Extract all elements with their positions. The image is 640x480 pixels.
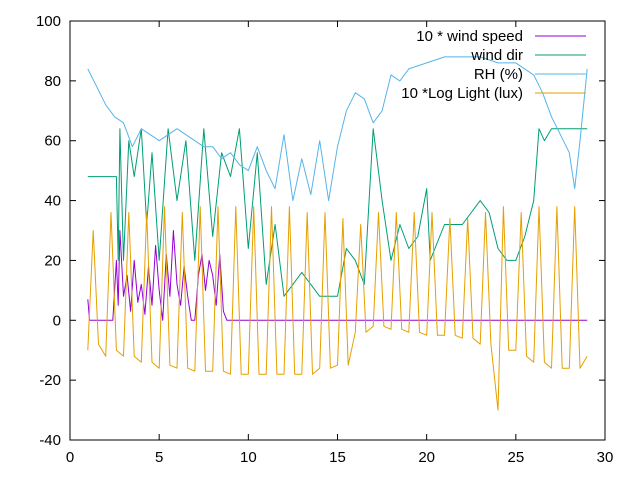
plot-frame [69,20,606,441]
y-tick-label-1: -20 [39,372,61,389]
y-tick-label-5: 60 [44,133,61,150]
y-tick-label-7: 100 [36,13,61,30]
x-tick-label-1: 5 [155,449,163,466]
y-tick-label-3: 20 [44,252,61,269]
x-tick-label-5: 25 [507,449,524,466]
legend: 10 * wind speed wind dir RH (%) 10 *Log Lig… [401,28,586,102]
y-tick-label-2: 0 [53,312,61,329]
legend-label-1: wind dir [470,47,523,64]
x-tick-label-4: 20 [418,449,435,466]
series-layer [87,56,588,411]
legend-label-3: 10 *Log Light (lux) [401,85,523,102]
y-tick-label-0: -40 [39,432,61,449]
legend-label-2: RH (%) [474,66,523,83]
y-tick-label-4: 40 [44,193,61,210]
x-tick-label-3: 15 [329,449,346,466]
x-tick-label-6: 30 [597,449,614,466]
series-line-3 [87,206,588,411]
x-tick-label-2: 10 [240,449,257,466]
series-line-1 [87,128,588,297]
legend-label-0: 10 * wind speed [416,28,523,45]
axes-layer: 0 5 10 15 20 25 30 -40 -20 0 20 40 60 80 100 [36,13,613,466]
y-tick-label-6: 80 [44,73,61,90]
series-line-2 [87,56,588,202]
x-tick-label-0: 0 [66,449,74,466]
